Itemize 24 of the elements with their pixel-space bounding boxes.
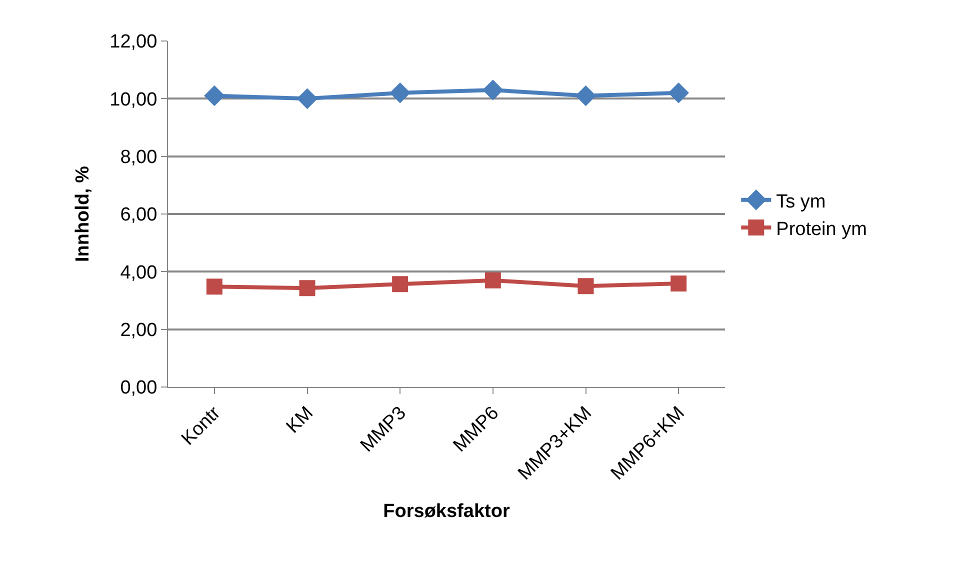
x-axis-title: Forsøksfaktor <box>383 501 510 522</box>
point <box>668 82 689 104</box>
y-tick-label: 8,00 <box>120 146 158 168</box>
y-tick-label: 6,00 <box>120 204 158 226</box>
point <box>392 276 408 292</box>
y-tick-label: 12,00 <box>110 32 158 53</box>
point <box>390 82 410 104</box>
legend-label: Protein ym <box>776 218 867 240</box>
point <box>299 280 316 296</box>
y-tick-label: 0,00 <box>120 378 158 399</box>
legend-label: Ts ym <box>776 191 826 212</box>
point <box>482 80 504 100</box>
y-tick-label: 2,00 <box>120 320 158 341</box>
point <box>204 85 225 106</box>
y-tick-label: 10,00 <box>110 89 158 110</box>
y-tick-label: 4,00 <box>120 262 158 284</box>
point <box>296 88 318 110</box>
point <box>670 275 687 292</box>
point <box>206 278 222 295</box>
x-tick-label: KM <box>282 402 318 438</box>
point <box>578 278 594 294</box>
point <box>575 85 596 106</box>
point <box>484 272 501 288</box>
y-axis-title: Innhold, % <box>72 166 94 262</box>
